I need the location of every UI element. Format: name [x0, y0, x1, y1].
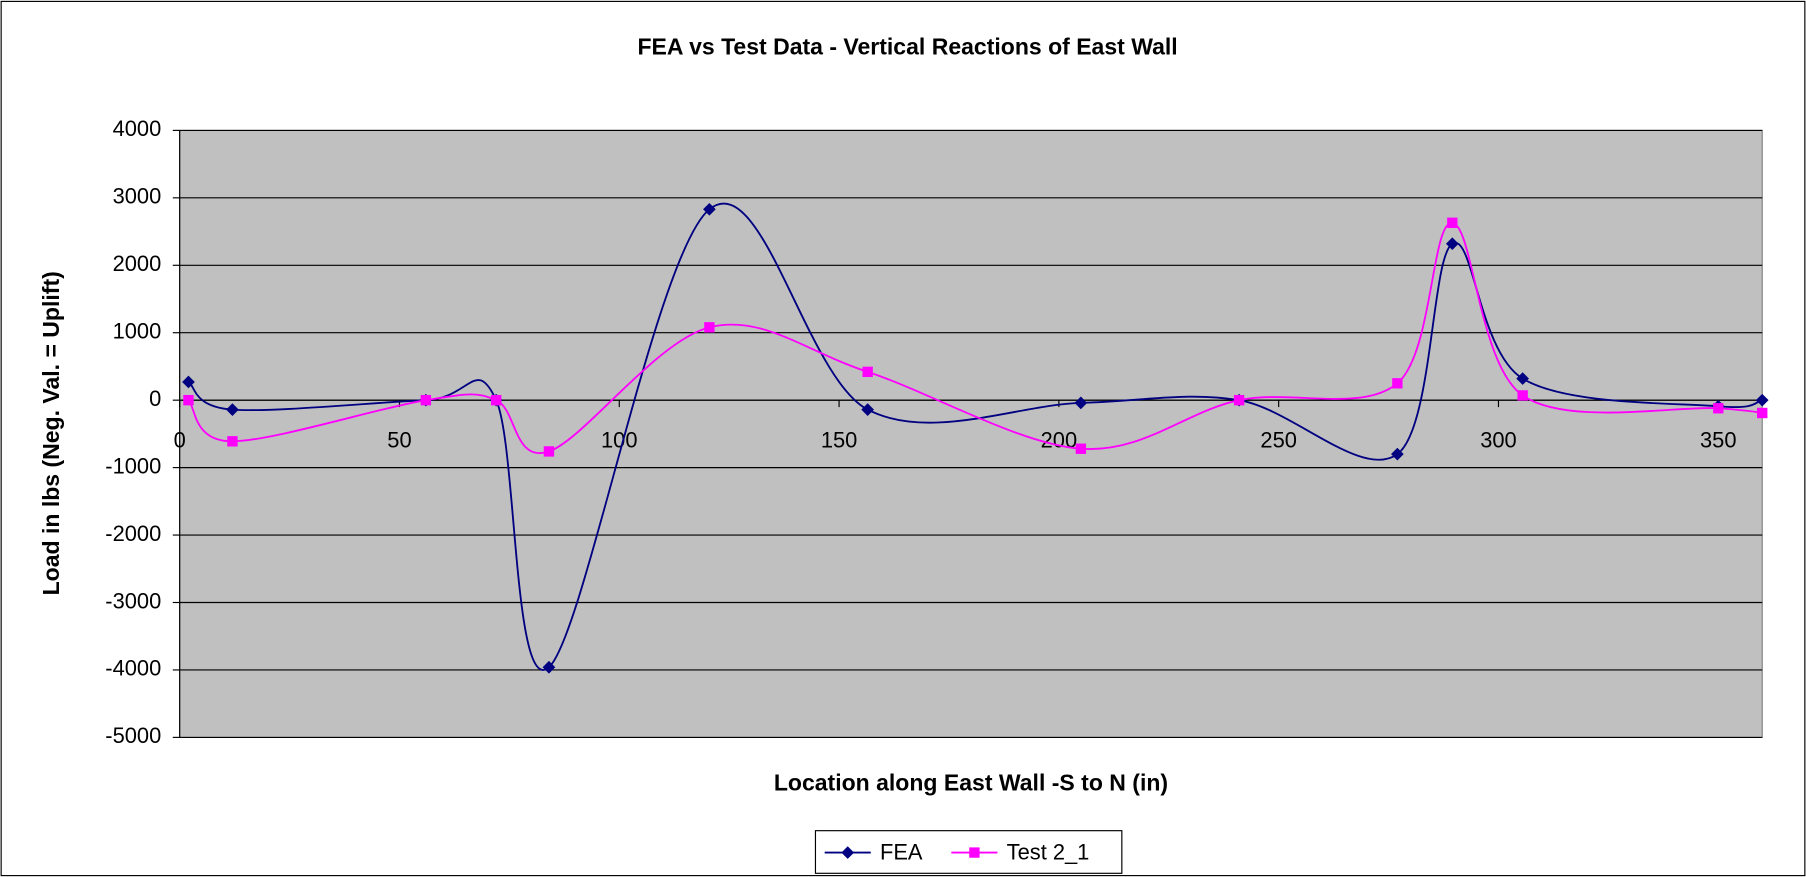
y-tick-label: -1000 — [105, 453, 161, 478]
y-tick-label: 2000 — [113, 251, 162, 276]
marker — [1233, 394, 1245, 406]
x-tick-label: 100 — [601, 427, 638, 452]
marker — [1713, 403, 1724, 414]
series-line — [187, 221, 1763, 455]
marker — [1447, 217, 1458, 228]
plot-area — [179, 129, 1763, 738]
x-tick-label: 150 — [821, 427, 858, 452]
marker — [491, 394, 502, 406]
marker — [1757, 407, 1768, 419]
x-tick-label: 350 — [1700, 427, 1737, 452]
marker — [704, 322, 715, 333]
x-tick-label: 200 — [1041, 427, 1078, 452]
marker — [1392, 378, 1403, 389]
x-tick-label: 300 — [1480, 427, 1517, 452]
marker — [227, 436, 238, 447]
y-tick-label: 0 — [149, 386, 161, 411]
x-axis-label: Location along East Wall -S to N (in) — [774, 770, 1168, 796]
marker — [1075, 443, 1087, 454]
marker — [420, 394, 432, 406]
y-tick-label: -4000 — [105, 656, 161, 681]
x-tick-label: 250 — [1260, 427, 1297, 452]
marker — [182, 375, 195, 389]
y-tick-label: 1000 — [113, 319, 162, 344]
y-tick-label: 3000 — [113, 184, 162, 209]
x-tick-label: 50 — [387, 427, 411, 452]
marker — [543, 446, 555, 457]
legend-label: Test 2_1 — [1007, 840, 1090, 865]
marker — [542, 660, 556, 674]
y-tick-label: -5000 — [105, 723, 161, 748]
y-tick-label: -2000 — [105, 521, 161, 546]
y-axis-label: Load in lbs (Neg. Val. = Uplift) — [38, 271, 64, 595]
marker — [183, 394, 194, 406]
marker — [1517, 390, 1528, 401]
marker — [862, 366, 873, 378]
chart-title: FEA vs Test Data - Vertical Reactions of… — [638, 34, 1178, 60]
marker — [841, 846, 855, 859]
marker — [1074, 396, 1088, 410]
marker — [969, 847, 980, 858]
x-tick-label: 0 — [174, 427, 186, 452]
y-tick-label: -3000 — [105, 588, 161, 613]
marker — [1391, 447, 1404, 461]
legend-label: FEA — [880, 840, 923, 865]
marker — [861, 403, 874, 416]
y-tick-label: 4000 — [113, 116, 162, 141]
